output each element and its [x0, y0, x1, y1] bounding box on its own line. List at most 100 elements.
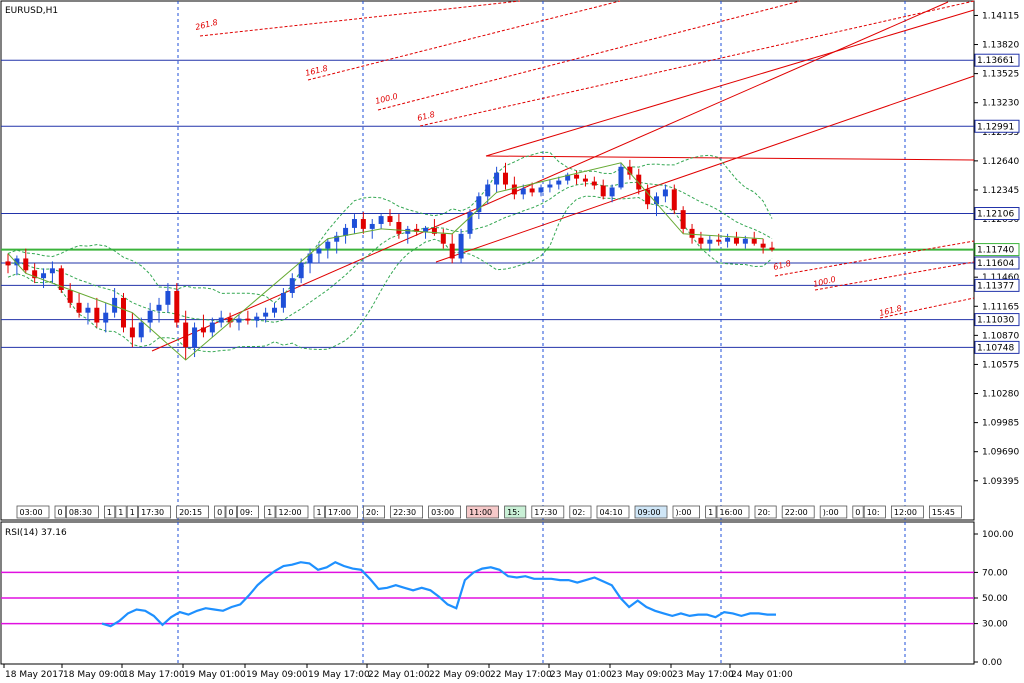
fib-line-dashed — [199, 0, 521, 37]
candle-body — [138, 322, 144, 338]
time-tag-box — [634, 505, 668, 519]
price-level-label: 1.10748 — [977, 343, 1014, 353]
price-level-label: 1.13661 — [977, 56, 1014, 66]
rsi-tick-label: 0.00 — [982, 658, 1002, 668]
candle-body — [120, 297, 126, 328]
time-tag-label: 12:00 — [279, 508, 302, 517]
price-axis[interactable]: 1.14115 1.13820 1.13525 1.13230 1.12935 1.126… — [974, 11, 1020, 487]
rsi-line — [101, 560, 776, 628]
price-tick-label: 1.10280 — [982, 390, 1019, 400]
time-tag-label: 1 — [267, 508, 272, 517]
chart-title: EURUSD,H1 — [5, 6, 58, 16]
time-tag-label: 17:30 — [141, 508, 164, 517]
time-tag-box — [54, 505, 66, 519]
candle-body — [725, 237, 731, 242]
candle-body — [236, 318, 242, 323]
candle-body — [5, 261, 11, 266]
price-level-box — [974, 278, 1020, 292]
candle-body — [662, 189, 668, 197]
price-level-label: 1.12991 — [977, 122, 1014, 132]
fib-line-dashed — [814, 261, 975, 291]
time-tick-label: 18 May 09:00 — [63, 670, 125, 680]
time-tick-label: 24 May 01:00 — [731, 670, 793, 680]
price-tick-label: 1.14115 — [982, 11, 1019, 21]
candle-body — [769, 247, 775, 250]
candle-body — [689, 228, 695, 238]
price-tick-label: 1.11460 — [982, 273, 1019, 283]
candle-body — [574, 174, 580, 179]
time-tag-box — [126, 505, 138, 519]
price-level-label: 1.11740 — [977, 246, 1014, 256]
time-tag-label: ):00 — [823, 508, 839, 517]
candle-body — [520, 188, 526, 195]
candle-body — [494, 172, 500, 185]
price-tick-label: 1.09395 — [982, 477, 1019, 487]
candle-body — [307, 253, 313, 264]
candle-body — [627, 166, 633, 175]
candle-body — [547, 184, 553, 188]
time-tag-box — [362, 505, 385, 519]
candle-body — [414, 228, 420, 232]
rsi-tick-label: 50.00 — [982, 594, 1008, 604]
time-tag-label: 1 — [118, 508, 123, 517]
candle-body — [698, 237, 704, 244]
time-tag-label: 09:00 — [638, 508, 661, 517]
fib-line — [485, 9, 975, 157]
candle-body — [49, 268, 55, 274]
time-tag-box — [16, 505, 50, 519]
time-tag-box — [852, 505, 864, 519]
time-tag-label: 1 — [107, 508, 112, 517]
time-tag-label: 10: — [867, 508, 880, 517]
candle-body — [165, 290, 171, 305]
time-tag-box — [225, 505, 237, 519]
candle-body — [716, 239, 722, 242]
price-level-box — [974, 340, 1020, 354]
candle-body — [707, 239, 713, 244]
candle-body — [227, 317, 233, 323]
candle-body — [609, 187, 615, 197]
price-level-label: 1.11377 — [977, 281, 1014, 291]
candle-body — [351, 219, 357, 228]
time-tag-box — [781, 505, 815, 519]
time-tag-box — [428, 505, 462, 519]
price-tick-label: 1.13820 — [982, 41, 1019, 51]
price-level-label: 1.11604 — [977, 259, 1014, 269]
candle-body — [245, 318, 251, 321]
rsi-tick-label: 30.00 — [982, 620, 1008, 630]
price-tick-label: 1.09985 — [982, 419, 1019, 429]
time-tag-box — [531, 505, 565, 519]
price-tick-label: 1.12935 — [982, 128, 1019, 138]
horizontal-price-levels[interactable] — [1, 59, 974, 348]
candle-body — [369, 223, 375, 229]
candle-body — [529, 188, 535, 193]
candlestick-series — [5, 159, 775, 361]
time-tag-row: 03:00 0 08:30 1 1 1 17:30 20:15 0 0 09: 1 12:00 1 17:0… — [16, 505, 962, 519]
time-tag-box — [264, 505, 276, 519]
time-tag-label: 15: — [507, 508, 520, 517]
candle-body — [485, 184, 491, 197]
candle-body — [147, 310, 153, 323]
time-tag-box — [716, 505, 750, 519]
time-tag-box — [138, 505, 172, 519]
candle-body — [671, 189, 677, 211]
time-tick-label: 22 May 09:00 — [429, 670, 491, 680]
candle-body — [582, 178, 588, 182]
time-tag-box — [754, 505, 777, 519]
candle-body — [423, 227, 429, 232]
price-tick-label: 1.12640 — [982, 157, 1019, 167]
candle-body — [94, 307, 100, 323]
rsi-panel[interactable]: RSI(14) 37.16 — [0, 521, 975, 665]
candle-body — [112, 297, 118, 313]
candle-body — [591, 181, 597, 186]
candle-body — [511, 184, 517, 195]
candle-body — [334, 235, 340, 242]
candle-body — [378, 216, 384, 224]
time-tag-label: 15:45 — [932, 508, 955, 517]
candle-body — [76, 302, 82, 313]
rsi-tick-label: 70.00 — [982, 568, 1008, 578]
time-tick-label: 18 May 2017 — [5, 670, 64, 680]
candle-body — [343, 227, 349, 236]
candle-body — [209, 322, 215, 333]
